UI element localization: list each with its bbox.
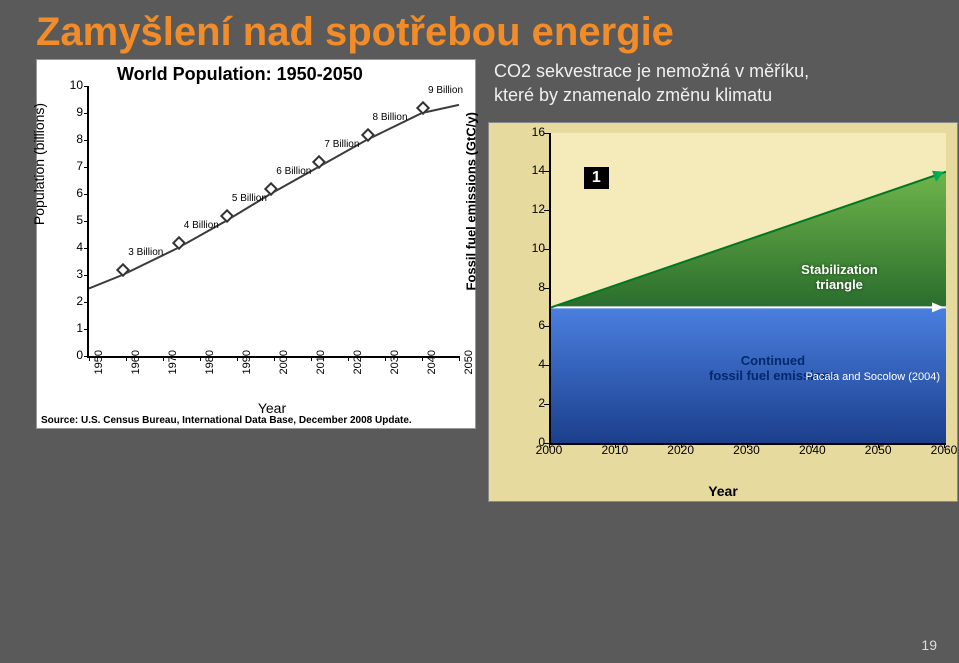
chart2-ytick: 2 [527,396,545,410]
chart1-ytick: 0 [61,348,83,362]
chart1-point-label: 7 Billion [324,139,359,150]
chart1-point-label: 3 Billion [128,247,163,258]
chart1-xtick: 2020 [352,350,364,390]
chart1-ytick: 1 [61,321,83,335]
chart1-ytick: 10 [61,78,83,92]
chart1-ytick: 6 [61,186,83,200]
chart1-point-label: 5 Billion [232,193,267,204]
chart1-point-label: 4 Billion [184,220,219,231]
chart2-plot: 1 Stabilizationtriangle Continuedfossil … [549,133,946,445]
diamond-marker-icon [172,236,186,250]
chart1-xtick: 2050 [463,350,475,390]
chart2-ann-stab: Stabilizationtriangle [801,262,878,292]
caption-line1: CO2 sekvestrace je nemožná v měříku, [494,61,809,81]
chart2-credit: Pacala and Socolow (2004) [805,371,940,383]
diamond-marker-icon [360,128,374,142]
chart1-xtick: 1950 [93,350,105,390]
page-number: 19 [921,637,937,653]
chart1-point-label: 8 Billion [373,112,408,123]
chart1-xtick: 1990 [241,350,253,390]
chart1-xtick: 2040 [426,350,438,390]
chart1-ytick: 2 [61,294,83,308]
chart1-line [89,86,459,356]
chart1-xtick: 2000 [278,350,290,390]
chart2-ytick: 10 [527,241,545,255]
chart2-ytick: 12 [527,202,545,216]
chart1-point-label: 6 Billion [276,166,311,177]
chart1-ytick: 7 [61,159,83,173]
chart1-ytick: 8 [61,132,83,146]
chart2-ytick: 8 [527,280,545,294]
chart1-xtick: 2010 [315,350,327,390]
chart1-source: Source: U.S. Census Bureau, Internationa… [41,415,412,426]
chart1-point-label: 9 Billion [428,85,463,96]
diamond-marker-icon [312,155,326,169]
chart1-ytick: 5 [61,213,83,227]
chart1-ytick: 9 [61,105,83,119]
chart1-plot: 0123456789101950196019701980199020002010… [87,86,459,358]
caption: CO2 sekvestrace je nemožná v měříku, kte… [488,59,959,112]
diamond-marker-icon [220,209,234,223]
chart2-areas [551,133,946,443]
population-chart: World Population: 1950-2050 Population (… [36,59,476,429]
chart2-ylabel: Fossil fuel emissions (GtC/y) [464,112,479,290]
wedge-chart: Fossil fuel emissions (GtC/y) 1 Stabiliz… [488,122,958,502]
chart2-tag-1: 1 [584,167,609,189]
chart1-xtick: 1970 [167,350,179,390]
chart1-ytick: 4 [61,240,83,254]
chart2-xlabel: Year [489,483,957,499]
chart1-xtick: 1960 [130,350,142,390]
chart2-ytick: 6 [527,318,545,332]
caption-line2: které by znamenalo změnu klimatu [494,85,772,105]
content-row: World Population: 1950-2050 Population (… [0,59,959,502]
chart1-xtick: 1980 [204,350,216,390]
diamond-marker-icon [116,263,130,277]
chart2-ytick: 16 [527,125,545,139]
chart1-xtick: 2030 [389,350,401,390]
diamond-marker-icon [416,101,430,115]
chart2-ytick: 14 [527,163,545,177]
right-column: CO2 sekvestrace je nemožná v měříku, kte… [488,59,959,502]
chart2-ytick: 4 [527,357,545,371]
chart1-ytick: 3 [61,267,83,281]
chart1-ylabel: Population (billions) [31,84,47,244]
slide: Zamyšlení nad spotřebou energie World Po… [0,0,959,663]
chart1-title: World Population: 1950-2050 [117,64,363,85]
page-title: Zamyšlení nad spotřebou energie [0,0,959,59]
chart1-xlabel: Year [87,400,457,416]
